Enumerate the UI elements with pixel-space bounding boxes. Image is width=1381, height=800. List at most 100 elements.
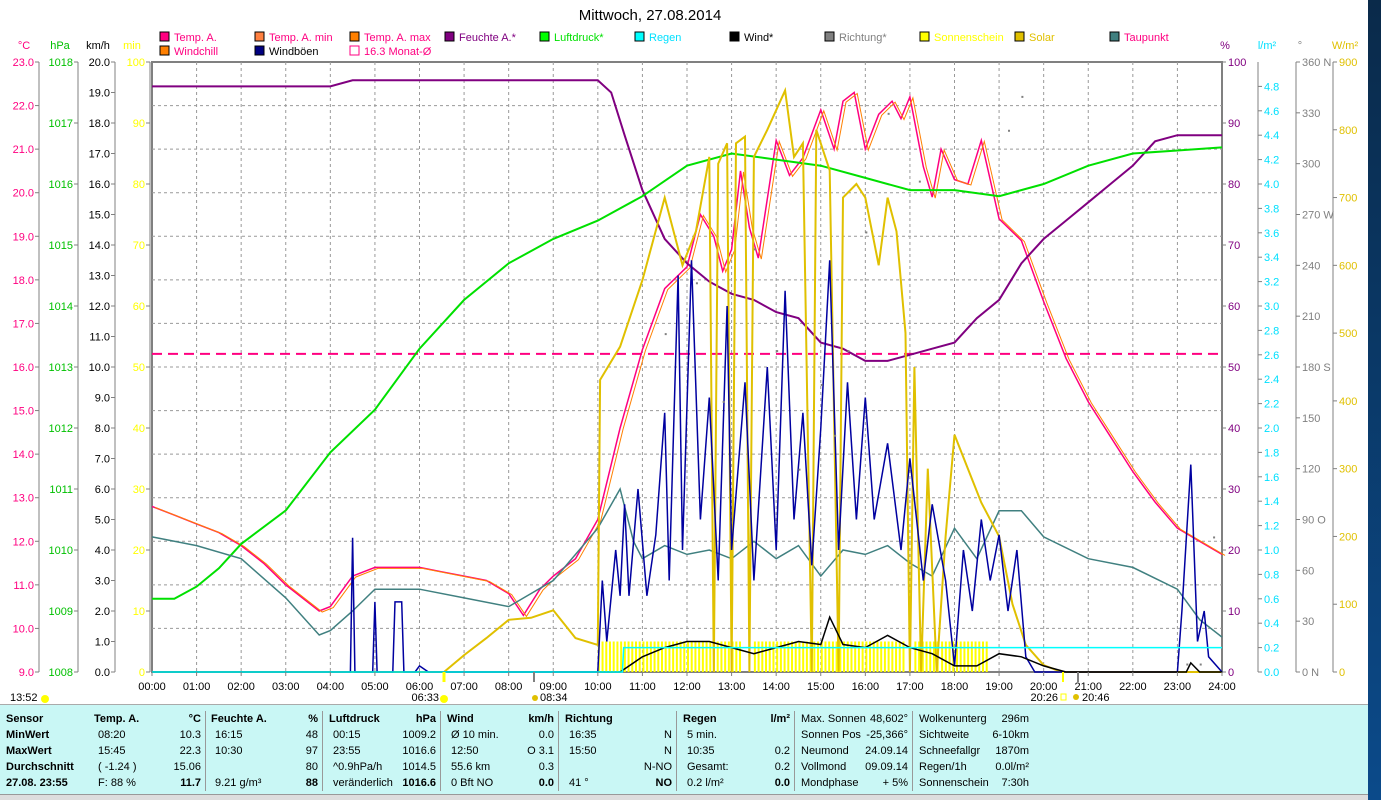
rain-tick-label: 3.6: [1264, 228, 1279, 240]
wind-tick-label: 3.0: [95, 576, 110, 588]
humidity-tick-label: 100: [1228, 57, 1246, 69]
sunshine-bar: [805, 641, 808, 672]
stat-row: N-NO: [565, 759, 676, 775]
pressure-tick-label: 1018: [49, 57, 73, 69]
x-tick-label: 10:00: [584, 681, 612, 693]
sunshine-bar: [735, 641, 738, 672]
series-regen: [152, 646, 1222, 673]
info-row: Regen/1h 0.0l/m²: [919, 759, 1033, 775]
sunshine-bar: [828, 641, 831, 672]
info-value: 1870m: [995, 745, 1029, 757]
rain-stats-column: Regen l/m² 5 min. 10:35 0.2 Gesamt: 0.2 0.2 l/m…: [677, 711, 795, 791]
stat-value: 0.0: [774, 777, 790, 789]
rain-tick-label: 4.0: [1264, 179, 1279, 191]
sunshine-bar: [918, 641, 921, 672]
minutes-tick-label: 50: [133, 362, 145, 374]
temp-tick-label: 9.0: [19, 667, 34, 679]
legend-label: Temp. A. min: [269, 32, 333, 44]
legend-swatch: [349, 31, 360, 42]
temp-tick-label: 11.0: [13, 580, 34, 592]
row-label-avg: Durchschnitt: [6, 761, 74, 773]
x-tick-label: 17:00: [896, 681, 924, 693]
stat-row: 15:50 N: [565, 743, 676, 759]
sunshine-bar: [941, 641, 944, 672]
info-value: + 5%: [882, 777, 908, 789]
temp-tick-label: 15.0: [13, 406, 34, 418]
sunshine-bar: [948, 641, 951, 672]
rain-tick-label: 0.0: [1264, 667, 1279, 679]
direction-tick-label: 30: [1302, 616, 1314, 628]
rain-tick-label: 3.0: [1264, 301, 1279, 313]
sunshine-bar: [843, 641, 846, 672]
stat-label: 0.2 l/m²: [687, 777, 724, 789]
stat-label: F: 88 %: [98, 777, 136, 789]
solar-tick-label: 800: [1339, 125, 1357, 137]
legend-label: Solar: [1029, 32, 1055, 44]
sunshine-bar: [601, 641, 604, 672]
info-label: Wolkenunterg: [919, 713, 987, 725]
stat-row: veränderlich 1016.6: [329, 775, 440, 791]
stat-row: 16:35 N: [565, 727, 676, 743]
stat-value: 0.0: [538, 777, 554, 789]
temp-tick-label: 17.0: [13, 318, 34, 330]
solar-tick-label: 500: [1339, 328, 1357, 340]
sunshine-bar: [981, 641, 984, 672]
legend-swatch: [254, 31, 265, 42]
sunshine-bar: [898, 641, 901, 672]
info-row: Neumond 24.09.14: [801, 743, 912, 759]
column-header: Luftdruck hPa: [329, 711, 440, 727]
stat-row: 16:15 48: [211, 727, 322, 743]
sunshine-bar: [865, 641, 868, 672]
temp-tick-label: 19.0: [13, 231, 34, 243]
sunshine-bar: [932, 641, 935, 672]
temp-tick-label: 13.0: [13, 493, 34, 505]
humidity-tick-label: 0: [1228, 667, 1234, 679]
stat-value: 1016.6: [402, 745, 436, 757]
sunshine-bar: [679, 641, 682, 672]
column-header: Temp. A. °C: [94, 711, 205, 727]
sunshine-bar: [653, 641, 656, 672]
stat-row: 23:55 1016.6: [329, 743, 440, 759]
sunshine-bar: [817, 641, 820, 672]
column-title: Richtung: [565, 713, 613, 725]
stat-label: Ø 10 min.: [451, 729, 499, 741]
legend-swatch: [159, 45, 170, 56]
sunshine-bar: [620, 641, 623, 672]
wind-tick-label: 19.0: [89, 88, 110, 100]
stat-row: 0.2 l/m² 0.0: [683, 775, 794, 791]
sunshine-bar: [970, 641, 973, 672]
column-unit: °C: [188, 713, 201, 725]
legend-label: Wind*: [744, 32, 774, 44]
sunshine-bar: [705, 641, 708, 672]
solar-tick-label: 200: [1339, 531, 1357, 543]
rain-tick-label: 1.4: [1264, 496, 1279, 508]
stat-value: 0.0: [538, 729, 554, 741]
direction-tick-label: 150: [1302, 413, 1320, 425]
sunshine-bar: [854, 641, 857, 672]
stat-value: 48: [305, 729, 318, 741]
info-label: Sichtweite: [919, 729, 970, 741]
humidity-tick-label: 20: [1228, 545, 1240, 557]
minutes-tick-label: 30: [133, 484, 145, 496]
moon-icon: [532, 695, 538, 701]
sunshine-bar: [683, 641, 686, 672]
sunshine-bar: [634, 641, 637, 672]
info-label: Vollmond: [801, 761, 847, 773]
sunshine-bar: [779, 641, 782, 672]
sunshine-bar: [895, 641, 898, 672]
stat-value: N-NO: [643, 761, 672, 773]
row-label-min: MinWert: [6, 729, 50, 741]
legend-swatch: [634, 31, 645, 42]
column-header: Feuchte A.%: [211, 711, 322, 727]
x-tick-label: 22:00: [1119, 681, 1147, 693]
humidity-tick-label: 90: [1228, 118, 1240, 130]
sunshine-bar: [929, 641, 932, 672]
sunrise-label: 06:33: [411, 692, 439, 704]
stat-value: 1014.5: [402, 761, 436, 773]
stat-value: 80: [305, 761, 318, 773]
sunshine-bar: [739, 641, 742, 672]
x-tick-label: 08:00: [495, 681, 523, 693]
minutes-tick-label: 80: [133, 179, 145, 191]
info-label: Sonnen Pos: [801, 729, 861, 741]
direction-point: [798, 468, 801, 471]
